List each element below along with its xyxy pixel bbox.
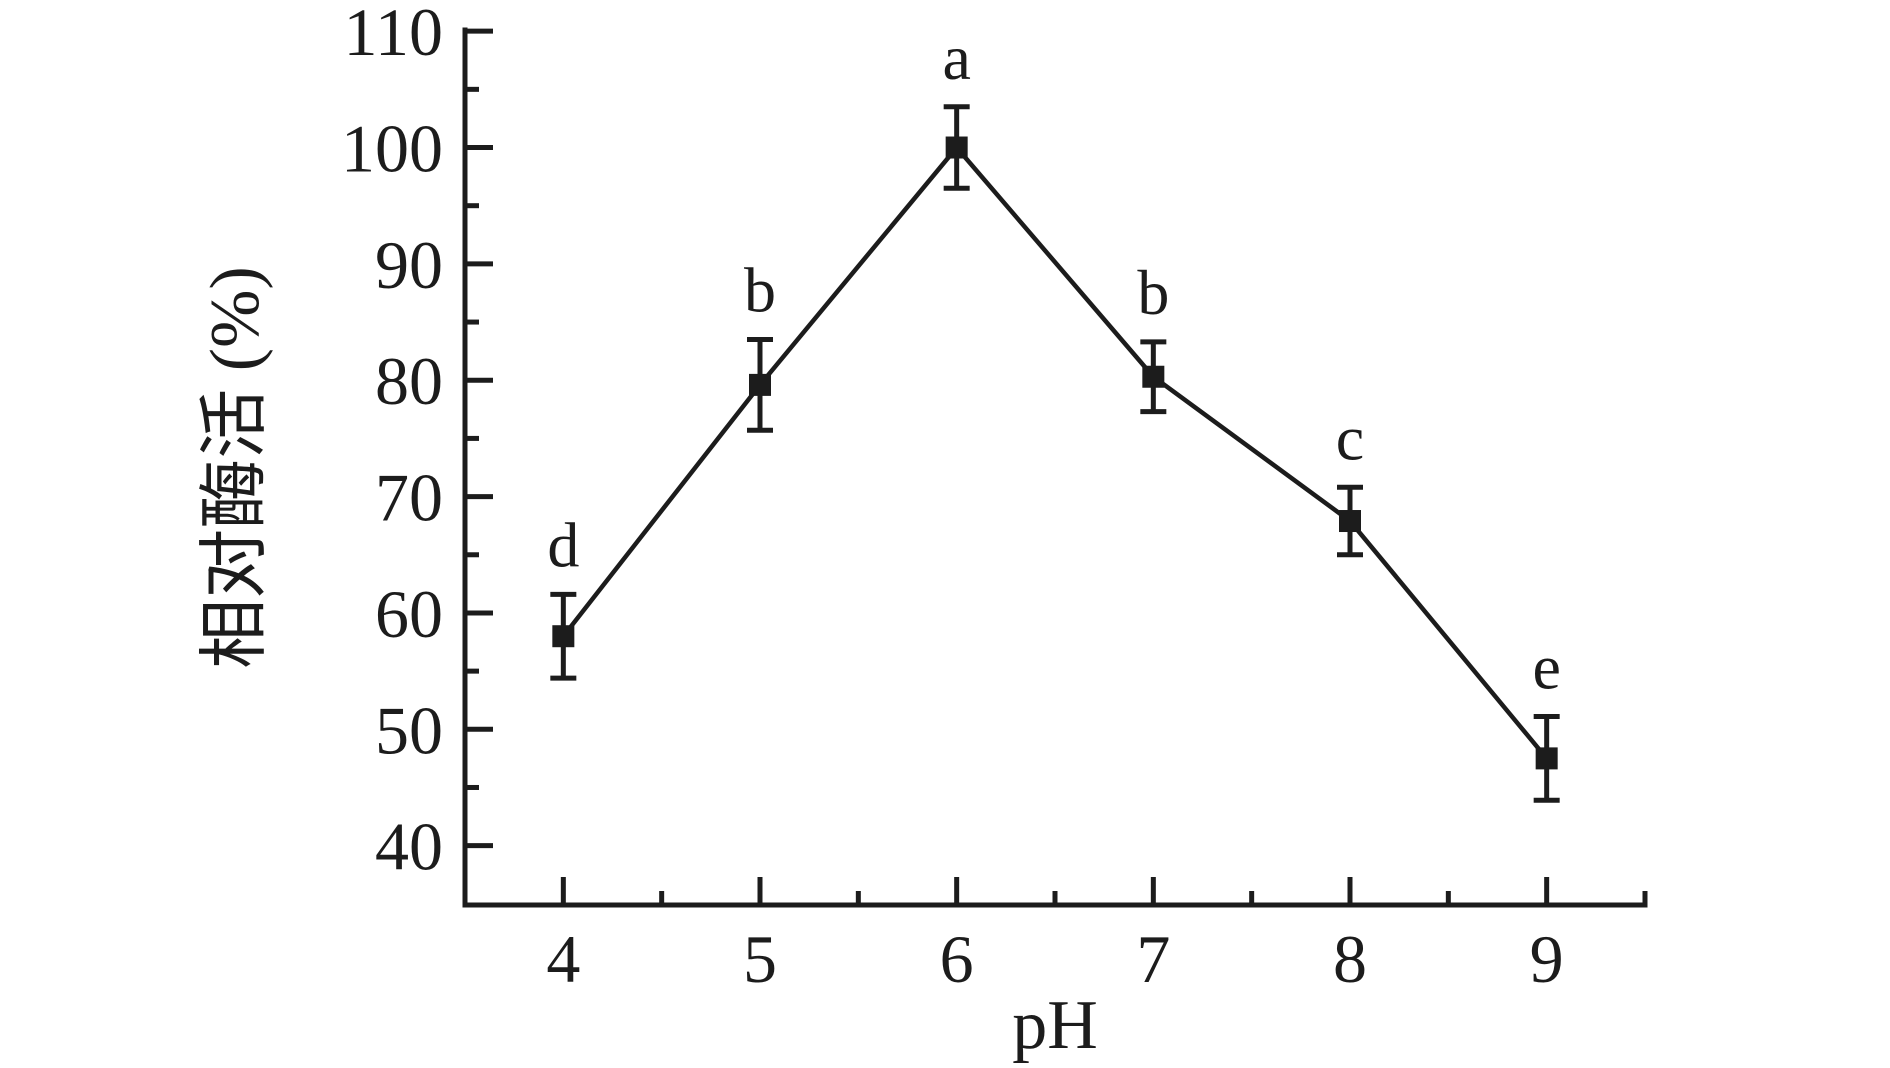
data-line — [561, 144, 1549, 760]
x-tick-label: 9 — [1530, 921, 1564, 997]
significance-letter: b — [744, 255, 776, 326]
square-marker — [749, 373, 771, 396]
x-tick-label: 6 — [940, 921, 974, 997]
series-relative-enzyme-activity — [561, 144, 1549, 760]
significance-letter: b — [1137, 257, 1169, 328]
x-tick-labels: 4 5 6 7 8 9 — [546, 921, 1563, 997]
error-bars — [550, 104, 1560, 803]
y-axis-title: 相对酶活 (%) — [197, 266, 274, 668]
significance-letter: a — [942, 22, 970, 93]
y-tick-label: 50 — [375, 692, 443, 768]
y-tick-label: 40 — [375, 809, 443, 885]
y-tick-label: 80 — [375, 343, 443, 419]
square-marker — [552, 625, 575, 648]
y-tick-labels: 40 50 60 70 80 90 100 110 — [341, 0, 443, 885]
square-marker — [1142, 365, 1165, 388]
x-tick-label: 4 — [546, 921, 580, 997]
significance-letter: d — [547, 509, 579, 580]
x-tick-label: 7 — [1136, 921, 1170, 997]
y-tick-marks — [465, 28, 493, 849]
square-marker — [945, 136, 968, 159]
significance-letters: d b a b c e — [547, 22, 1561, 703]
square-marker — [1535, 747, 1558, 770]
square-marker — [1339, 510, 1361, 533]
data-markers — [552, 136, 1558, 770]
x-tick-label: 5 — [743, 921, 777, 997]
y-tick-label: 100 — [341, 111, 443, 187]
y-tick-label: 70 — [375, 460, 443, 536]
y-tick-label: 90 — [375, 227, 443, 303]
y-tick-label: 60 — [375, 576, 443, 652]
significance-letter: c — [1336, 402, 1364, 473]
x-tick-marks — [560, 877, 1648, 905]
x-tick-label: 8 — [1333, 921, 1367, 997]
y-tick-label: 110 — [344, 0, 443, 70]
x-axis-title: pH — [1012, 987, 1098, 1064]
significance-letter: e — [1532, 632, 1560, 703]
axes — [462, 27, 1648, 908]
